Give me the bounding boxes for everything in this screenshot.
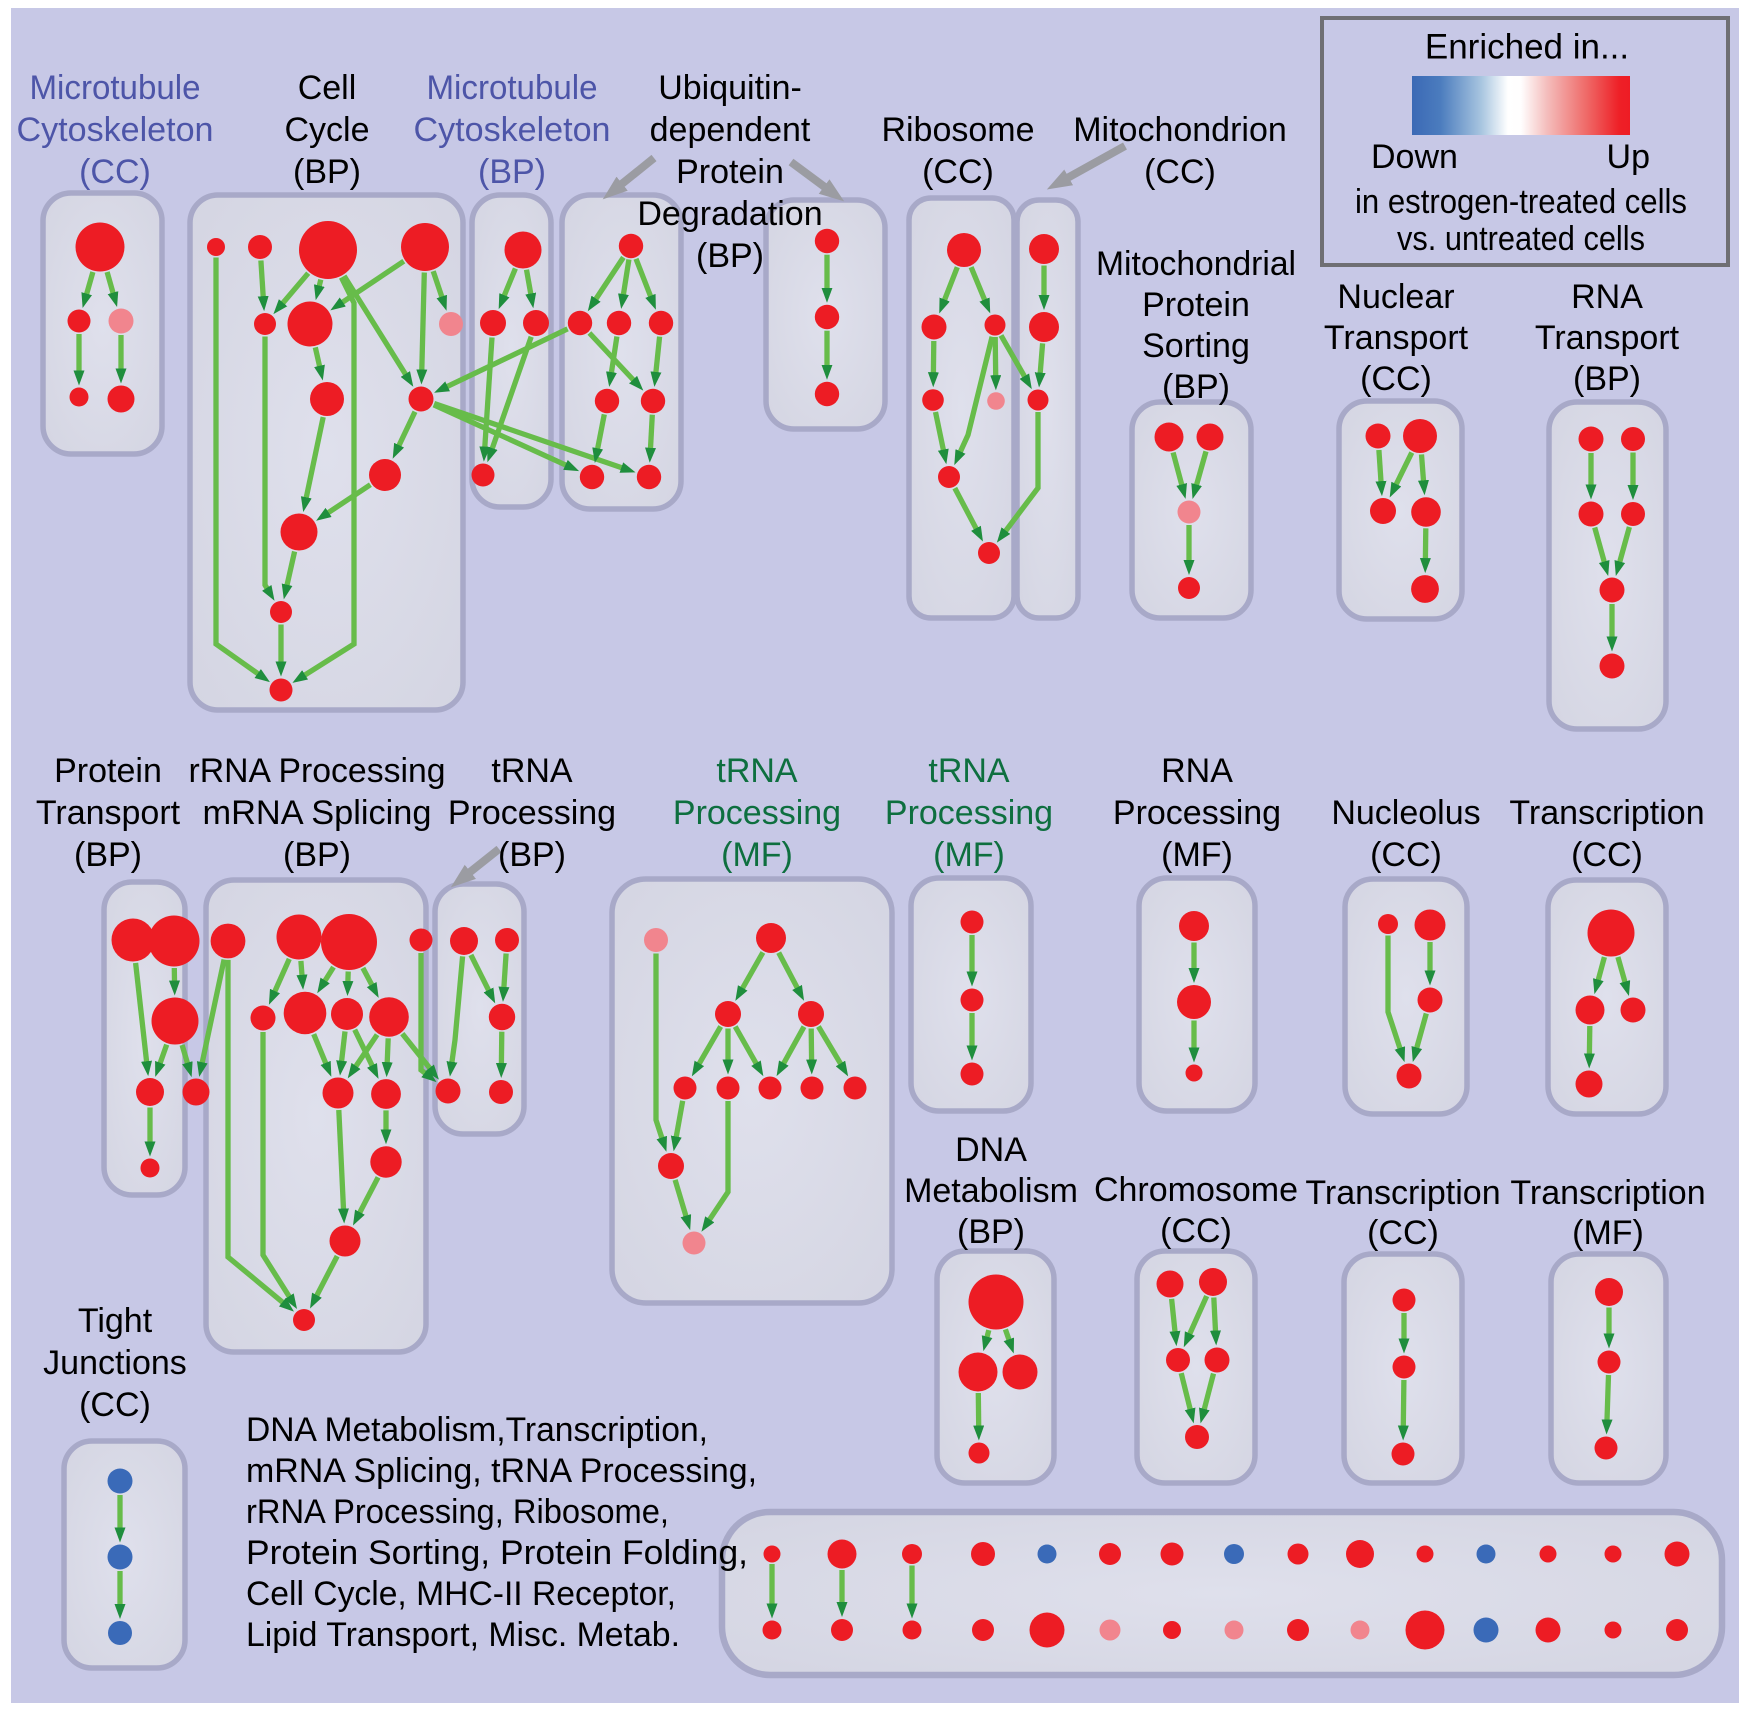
svg-text:tRNA: tRNA (928, 752, 1010, 790)
svg-text:Transcription: Transcription (1509, 794, 1704, 832)
svg-text:Lipid Transport, Misc. Metab.: Lipid Transport, Misc. Metab. (246, 1616, 680, 1654)
svg-text:(MF): (MF) (1161, 836, 1233, 874)
svg-text:Microtubule: Microtubule (30, 69, 201, 107)
svg-text:Cell: Cell (298, 69, 357, 107)
svg-text:Transport: Transport (1324, 319, 1469, 357)
svg-text:Processing: Processing (448, 794, 616, 832)
svg-text:Metabolism: Metabolism (904, 1172, 1078, 1210)
svg-text:Cytoskeleton: Cytoskeleton (17, 111, 214, 149)
svg-text:rRNA Processing: rRNA Processing (189, 752, 446, 790)
svg-text:(BP): (BP) (957, 1213, 1025, 1251)
svg-text:Nuclear: Nuclear (1337, 278, 1454, 316)
svg-text:Ribosome: Ribosome (881, 111, 1034, 149)
svg-text:Mitochondrial: Mitochondrial (1096, 245, 1296, 283)
svg-text:Cell Cycle, MHC-II Receptor,: Cell Cycle, MHC-II Receptor, (246, 1575, 676, 1613)
svg-text:tRNA: tRNA (491, 752, 573, 790)
svg-text:(CC): (CC) (1160, 1212, 1232, 1250)
svg-text:(CC): (CC) (79, 1386, 151, 1424)
svg-text:Degradation: Degradation (637, 195, 822, 233)
svg-text:Cytoskeleton: Cytoskeleton (414, 111, 611, 149)
svg-text:DNA: DNA (955, 1131, 1027, 1169)
svg-text:(BP): (BP) (293, 153, 361, 191)
svg-text:(BP): (BP) (1573, 360, 1641, 398)
svg-text:Sorting: Sorting (1142, 327, 1250, 365)
svg-text:rRNA Processing, Ribosome,: rRNA Processing, Ribosome, (246, 1493, 669, 1531)
svg-text:(BP): (BP) (1162, 368, 1230, 406)
svg-text:(CC): (CC) (1367, 1214, 1439, 1252)
svg-text:(BP): (BP) (696, 237, 764, 275)
svg-text:(BP): (BP) (498, 836, 566, 874)
svg-text:Nucleolus: Nucleolus (1331, 794, 1480, 832)
svg-text:in estrogen-treated cells: in estrogen-treated cells (1355, 183, 1687, 221)
svg-text:(MF): (MF) (1572, 1214, 1644, 1252)
svg-text:Mitochondrion: Mitochondrion (1073, 111, 1287, 149)
svg-text:Processing: Processing (673, 794, 841, 832)
svg-text:(CC): (CC) (1370, 836, 1442, 874)
svg-text:Transcription: Transcription (1510, 1174, 1705, 1212)
svg-text:Tight: Tight (78, 1302, 153, 1340)
svg-text:mRNA Splicing, tRNA Processing: mRNA Splicing, tRNA Processing, (246, 1452, 757, 1490)
svg-text:(CC): (CC) (922, 153, 994, 191)
svg-text:(MF): (MF) (721, 836, 793, 874)
svg-text:(CC): (CC) (1571, 836, 1643, 874)
svg-text:(BP): (BP) (478, 153, 546, 191)
svg-text:mRNA Splicing: mRNA Splicing (203, 794, 432, 832)
svg-text:Transport: Transport (36, 794, 181, 832)
svg-text:(MF): (MF) (933, 836, 1005, 874)
svg-text:DNA Metabolism,Transcription,: DNA Metabolism,Transcription, (246, 1411, 708, 1449)
svg-text:Protein: Protein (676, 153, 784, 191)
svg-text:dependent: dependent (650, 111, 811, 149)
svg-text:Transport: Transport (1535, 319, 1680, 357)
svg-text:Processing: Processing (1113, 794, 1281, 832)
svg-text:Junctions: Junctions (43, 1344, 187, 1382)
svg-text:Enriched in...: Enriched in... (1425, 28, 1629, 67)
svg-text:Chromosome: Chromosome (1094, 1171, 1298, 1209)
svg-text:RNA: RNA (1571, 278, 1643, 316)
svg-text:Ubiquitin-: Ubiquitin- (658, 69, 802, 107)
svg-text:Protein Sorting, Protein Foldi: Protein Sorting, Protein Folding, (246, 1534, 748, 1572)
svg-text:(BP): (BP) (74, 836, 142, 874)
svg-text:(BP): (BP) (283, 836, 351, 874)
svg-text:(CC): (CC) (1360, 360, 1432, 398)
svg-text:RNA: RNA (1161, 752, 1233, 790)
svg-text:Down: Down (1371, 138, 1458, 176)
svg-text:Protein: Protein (54, 752, 162, 790)
svg-text:Processing: Processing (885, 794, 1053, 832)
svg-text:Microtubule: Microtubule (427, 69, 598, 107)
svg-text:(CC): (CC) (79, 153, 151, 191)
svg-text:Cycle: Cycle (284, 111, 369, 149)
svg-text:Protein: Protein (1142, 286, 1250, 324)
svg-text:(CC): (CC) (1144, 153, 1216, 191)
svg-text:vs. untreated cells: vs. untreated cells (1397, 220, 1645, 258)
svg-text:tRNA: tRNA (716, 752, 798, 790)
svg-text:Up: Up (1607, 138, 1650, 176)
svg-text:Transcription: Transcription (1305, 1174, 1500, 1212)
